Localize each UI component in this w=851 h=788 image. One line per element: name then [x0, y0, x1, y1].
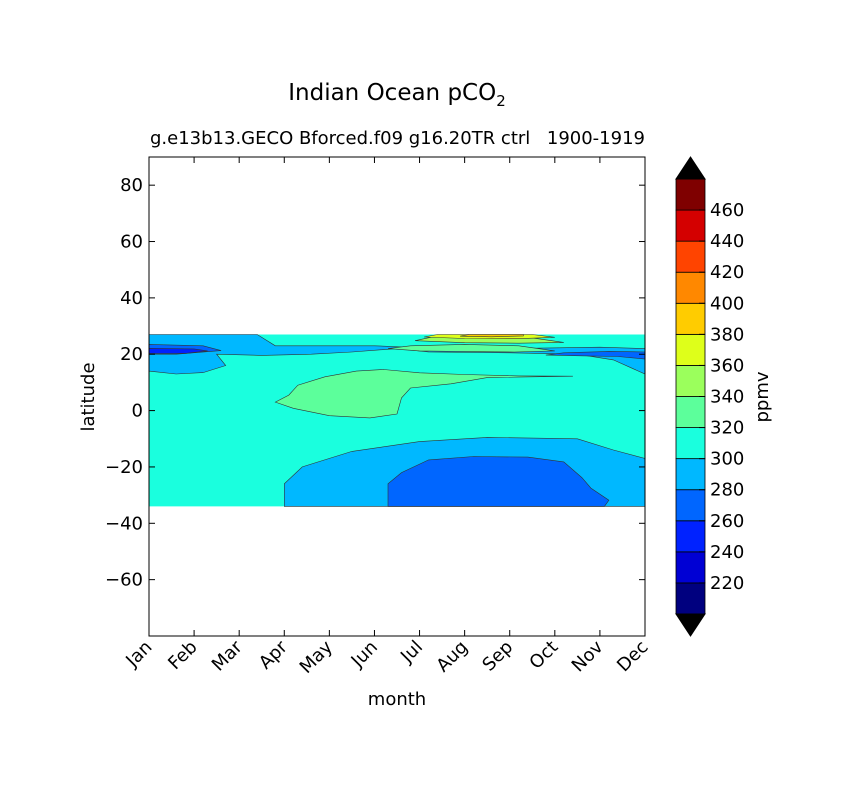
colorbar-tick-label: 240 — [710, 542, 744, 563]
chart-left-title: g.e13b13.GECO Bforced.f09 g16.20TR ctrl — [150, 128, 530, 149]
colorbar-tick-label: 400 — [710, 293, 744, 314]
colorbar-bin — [675, 489, 706, 522]
colorbar-bin — [675, 520, 706, 553]
colorbar-tick-label: 460 — [710, 200, 744, 221]
colorbar-bin — [675, 240, 706, 273]
colorbar-tick-label: 260 — [710, 511, 744, 532]
chart-right-title: 1900-1919 — [547, 128, 645, 149]
colorbar-extend-max — [675, 156, 706, 180]
colorbar-extend-min — [675, 613, 706, 637]
colorbar-bin — [675, 302, 706, 335]
contour-fill-layer — [148, 334, 646, 507]
colorbar-bin — [675, 458, 706, 491]
colorbar-bin — [675, 178, 706, 211]
colorbar-tick-label: 320 — [710, 418, 744, 439]
x-tick-label: Jul — [396, 637, 427, 668]
colorbar: 220 240 260 280 300 320 340 360 380 400 420 440 460 — [675, 156, 744, 637]
x-tick-label: Mar — [208, 636, 247, 675]
colorbar-tick-label: 220 — [710, 573, 744, 594]
colorbar-bin — [675, 396, 706, 428]
colorbar-bin — [675, 365, 706, 397]
x-tick-label: May — [296, 636, 337, 677]
colorbar-bin — [675, 582, 706, 615]
colorbar-bin — [675, 551, 706, 584]
contour-region-patch-320-340-mid — [274, 369, 573, 419]
y-tick-label: 80 — [120, 175, 143, 196]
colorbar-tick-label: 280 — [710, 480, 744, 501]
contour-region-band-260-280-south — [387, 456, 610, 507]
contour-region-band-260-280-north-right — [545, 351, 646, 360]
colorbar-tick-label: 380 — [710, 324, 744, 345]
contour-region-patch-320-340-upper — [387, 344, 555, 353]
contour-region-patch-380-400-upper — [460, 334, 524, 338]
colorbar-tick-label: 440 — [710, 231, 744, 252]
colorbar-bin — [675, 427, 706, 460]
y-tick-label: 40 — [120, 288, 143, 309]
x-tick-label: Oct — [525, 637, 562, 674]
x-tick-label: Apr — [255, 636, 292, 673]
colorbar-tick-label: 300 — [710, 449, 744, 470]
chart-title: Indian Ocean pCO2 — [288, 80, 506, 110]
colorbar-label: ppmv — [752, 371, 773, 422]
plot-area: 80 60 40 20 0 −20 −40 −60 Jan Feb Mar Apr May Jun Jul… — [105, 156, 653, 678]
x-axis-label: month — [368, 689, 426, 710]
x-tick-label: Dec — [613, 637, 652, 676]
y-tick-label: 60 — [120, 232, 143, 253]
x-tick-label: Jun — [347, 637, 382, 672]
y-tick-label: 0 — [132, 401, 143, 422]
y-tick-label: 20 — [120, 344, 143, 365]
x-tick-label: Feb — [164, 637, 201, 674]
y-tick-label: −40 — [105, 513, 143, 534]
x-tick-label: Nov — [568, 636, 608, 676]
colorbar-tick-label: 420 — [710, 262, 744, 283]
plot-frame — [148, 156, 646, 637]
x-tick-label: Sep — [478, 637, 517, 676]
y-axis-ticks: 80 60 40 20 0 −20 −40 −60 — [105, 175, 645, 591]
x-tick-label: Aug — [432, 637, 472, 677]
colorbar-tick-label: 340 — [710, 387, 744, 408]
y-tick-label: −20 — [105, 457, 143, 478]
colorbar-bin — [675, 271, 706, 304]
x-tick-label: Jan — [121, 637, 156, 672]
y-tick-label: −60 — [105, 570, 143, 591]
y-axis-label: latitude — [78, 362, 99, 431]
colorbar-bin — [675, 333, 706, 366]
colorbar-bin — [675, 209, 706, 242]
colorbar-tick-label: 360 — [710, 355, 744, 376]
